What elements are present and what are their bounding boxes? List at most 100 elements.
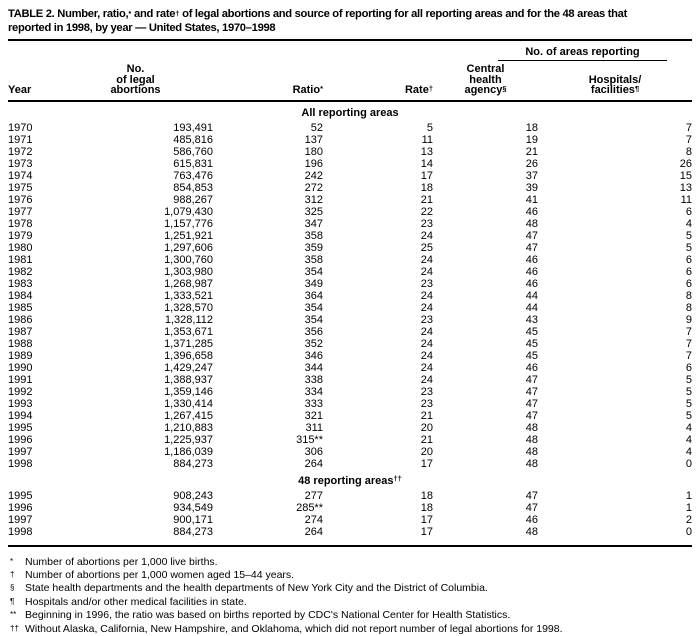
table-cell: 41	[525, 193, 538, 206]
table-cell: 1997	[8, 445, 33, 458]
table-title-line2: reported in 1998, by year — United State…	[8, 21, 276, 34]
table-row: 1995 1,210,883 311 20 48 4	[8, 422, 692, 434]
table-row: 1970 193,491 52 5 18 7	[8, 122, 692, 134]
bottom-divider	[8, 544, 692, 547]
table-cell: 1988	[8, 337, 33, 350]
table-row: 1993 1,330,414 333 23 47 5	[8, 398, 692, 410]
footnote: ** Beginning in 1996, the ratio was base…	[8, 609, 692, 622]
table-cell: 321	[304, 409, 323, 422]
table-cell: 47	[525, 501, 538, 514]
table-cell: 17	[420, 513, 433, 526]
table-cell: 24	[420, 373, 433, 386]
table-cell: 8	[685, 145, 693, 158]
table-cell: 0	[685, 525, 693, 538]
table-row: 1981 1,300,760 358 24 46 6	[8, 254, 692, 266]
table-cell: 1992	[8, 385, 33, 398]
table-row: 1989 1,396,658 346 24 45 7	[8, 350, 692, 362]
table-row: 1990 1,429,247 344 24 46 6	[8, 362, 692, 374]
footnote-text: Beginning in 1996, the ratio was based o…	[25, 609, 511, 622]
table-cell: 47	[525, 229, 538, 242]
table-cell: 37	[525, 169, 538, 182]
table-cell: 24	[420, 265, 433, 278]
table-cell: 1972	[8, 145, 33, 158]
footnote: * Number of abortions per 1,000 live bir…	[8, 556, 692, 569]
table-cell: 21	[420, 409, 433, 422]
table-cell: 364	[304, 289, 323, 302]
table-cell: 1974	[8, 169, 33, 182]
table-cell: 7	[685, 325, 693, 338]
header-row: Year No. of legal abortions Ratio* Rate†…	[8, 61, 693, 102]
section-label-row: All reporting areas	[8, 101, 692, 122]
table-cell: 5	[426, 121, 433, 134]
table-cell: 1987	[8, 325, 33, 338]
table-row: 1991 1,388,937 338 24 47 5	[8, 374, 692, 386]
table-row: 1997 900,171 274 17 46 2	[8, 514, 692, 526]
table-cell: 18	[420, 489, 433, 502]
table-cell: 352	[304, 337, 323, 350]
table-cell: 46	[525, 513, 538, 526]
table-cell: 934,549	[173, 501, 213, 514]
table-cell: 46	[525, 265, 538, 278]
table-cell: 11	[680, 193, 693, 206]
section-all-reporting-areas: All reporting areas 1970 193,491 52 5 18 7 197…	[8, 101, 692, 470]
table-cell: 26	[525, 157, 538, 170]
table-cell: 48	[525, 433, 538, 446]
table-cell: 18	[420, 501, 433, 514]
table-cell: 46	[525, 277, 538, 290]
table-cell: 45	[525, 337, 538, 350]
table-cell: 908,243	[173, 489, 213, 502]
table-cell: 7	[685, 133, 693, 146]
table-cell: 4	[685, 433, 693, 446]
table-cell: 1,186,039	[164, 445, 213, 458]
table-cell: 11	[421, 133, 433, 146]
spanner-row: No. of areas reporting	[8, 41, 692, 61]
spanner-spacer	[8, 41, 433, 61]
col-header-agency-line1: Central	[466, 63, 505, 75]
col-header-hospitals-line2: facilities¶	[538, 84, 692, 96]
table-cell: 25	[420, 241, 433, 254]
section-label: 48 reporting areas	[298, 474, 394, 487]
table-cell: 884,273	[173, 525, 213, 538]
table-cell: 1985	[8, 301, 33, 314]
table-cell: 6	[685, 253, 693, 266]
table-cell: 48	[525, 525, 538, 538]
table-cell: 1,353,671	[164, 325, 213, 338]
table-cell: 21	[420, 193, 433, 206]
table-cell: 334	[304, 385, 323, 398]
table-cell: 21	[525, 145, 538, 158]
footnote-marker: ††	[10, 623, 19, 633]
footnote-text: Number of abortions per 1,000 live birth…	[25, 555, 218, 568]
table-cell: 358	[304, 229, 323, 242]
table-cell: 24	[420, 253, 433, 266]
table-cell: 1971	[8, 133, 33, 146]
table-cell: 44	[525, 289, 538, 302]
table-cell: 1996	[8, 501, 33, 514]
abortion-statistics-table: No. of areas reporting Year No. of legal…	[8, 41, 693, 538]
table-cell: 26	[679, 157, 693, 170]
footnote-ref-pilcrow: ¶	[634, 84, 640, 93]
section-label-row: 48 reporting areas††	[8, 470, 692, 490]
table-row: 1998 884,273 264 17 48 0	[8, 526, 692, 538]
table-cell: 854,853	[173, 181, 213, 194]
table-cell: 6	[685, 205, 693, 218]
table-cell: 1,268,987	[164, 277, 213, 290]
table-cell: 315**	[296, 433, 323, 446]
table-cell: 1,225,937	[164, 433, 213, 446]
footnote: †† Without Alaska, California, New Hamps…	[8, 623, 692, 636]
table-cell: 18	[525, 121, 538, 134]
table-cell: 47	[525, 385, 538, 398]
table-cell: 1994	[8, 409, 33, 422]
table-cell: 1,371,285	[164, 337, 213, 350]
title-text: and rate	[131, 8, 176, 20]
table-cell: 23	[420, 397, 433, 410]
table-cell: 1,328,570	[164, 301, 213, 314]
table-cell: 1973	[8, 157, 33, 170]
footnote: § State health departments and the healt…	[8, 582, 692, 595]
table-cell: 196	[304, 157, 323, 170]
col-header-agency-text: agency	[464, 84, 503, 96]
table-cell: 23	[420, 313, 433, 326]
table-row: 1992 1,359,146 334 23 47 5	[8, 386, 692, 398]
table-cell: 900,171	[173, 513, 213, 526]
col-header-hospitals-text: facilities	[590, 84, 635, 96]
